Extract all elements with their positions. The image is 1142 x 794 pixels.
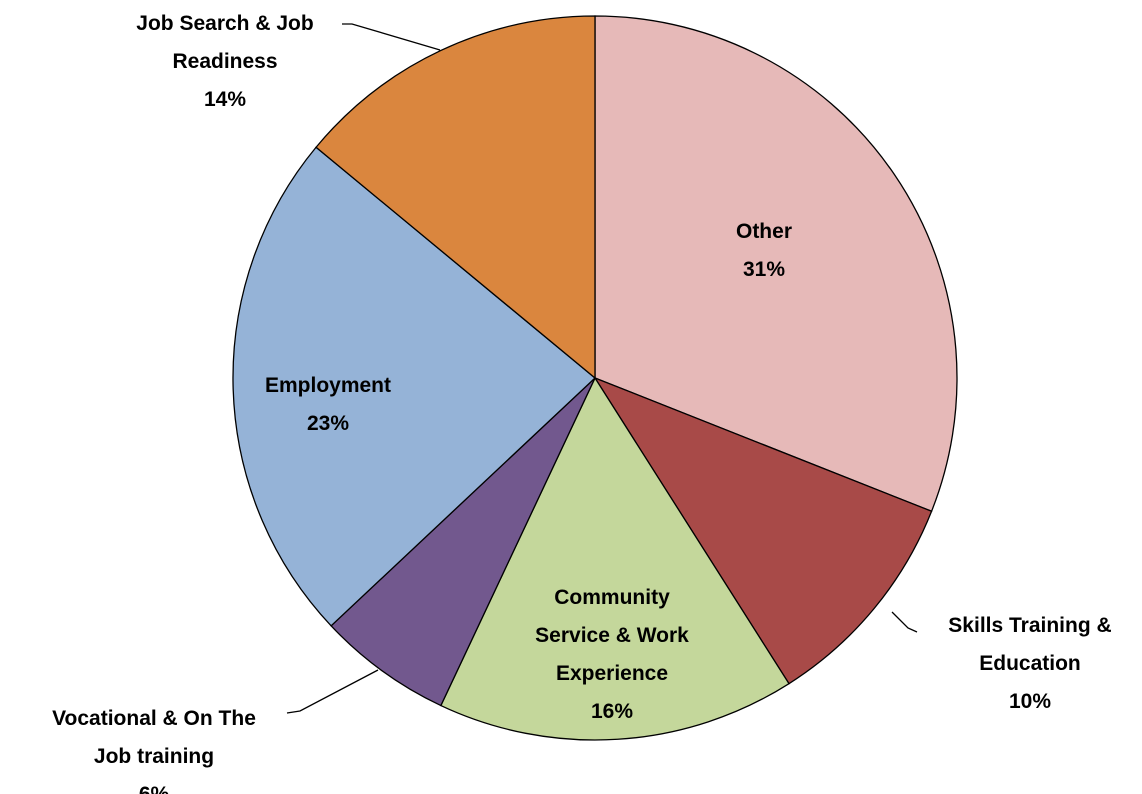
data-label-category: Service & Work [535, 624, 689, 647]
data-label-job-search-and-job-readiness: Job Search & Job Readiness 14% [136, 12, 313, 111]
leader-line-vocational-and-on-the-job-training [286, 669, 379, 714]
data-label-percent: 10% [1009, 690, 1051, 713]
data-label-category: Employment [265, 374, 391, 397]
data-label-category: Job training [94, 745, 214, 768]
data-label-skills-training-and-education: Skills Training & Education 10% [948, 614, 1111, 713]
data-label-category: Education [979, 652, 1081, 675]
data-label-percent: 23% [307, 412, 349, 435]
data-label-percent: 16% [591, 700, 633, 723]
data-label-category: Job Search & Job [136, 12, 313, 35]
data-label-percent: 14% [204, 88, 246, 111]
data-label-vocational-and-on-the-job-training: Vocational & On The Job training 6% [52, 707, 256, 794]
pie-slice-skills-training-and-education [593, 376, 933, 685]
pie-slice-job-search-and-job-readiness [315, 15, 596, 380]
data-label-category: Community [554, 586, 670, 609]
data-label-percent: 31% [743, 258, 785, 281]
data-label-category: Readiness [172, 50, 277, 73]
data-label-category: Skills Training & [948, 614, 1111, 637]
data-label-category: Vocational & On The [52, 707, 256, 730]
pie-slice-other [594, 15, 958, 513]
data-label-other: Other 31% [736, 220, 792, 281]
data-label-category: Other [736, 220, 792, 243]
leader-line-skills-training-and-education [891, 611, 918, 633]
data-label-community-service-and-work-experience: Community Service & Work Experience 16% [535, 586, 689, 723]
data-label-percent: 6% [139, 783, 170, 794]
leader-line-job-search-and-job-readiness [342, 23, 441, 51]
data-label-category: Experience [556, 662, 668, 685]
data-labels: Other 31% Skills Training & Education 10% Com… [52, 12, 1112, 794]
pie-slice-employment [232, 146, 596, 627]
pie-slice-vocational-and-on-the-job-training [330, 377, 596, 707]
pie-slices [232, 15, 958, 741]
leader-lines [286, 23, 918, 714]
pie-slice-community-service-and-work-experience [440, 376, 790, 741]
data-label-employment: Employment 23% [265, 374, 391, 435]
